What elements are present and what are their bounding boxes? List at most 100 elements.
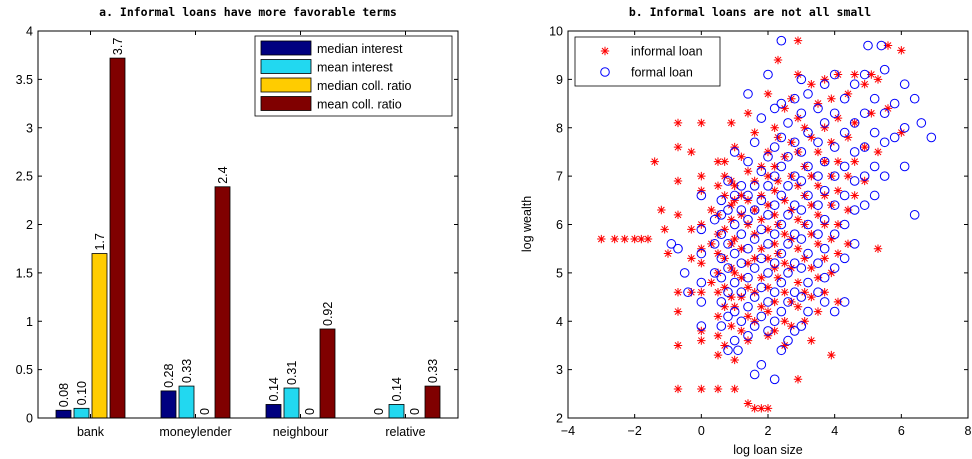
x-tick-label: 6 <box>898 424 905 438</box>
informal-loan-point <box>860 142 869 152</box>
formal-loan-point <box>849 176 860 186</box>
formal-loan-series <box>666 35 937 385</box>
informal-loan-point <box>827 138 836 147</box>
informal-loan-point <box>743 167 753 176</box>
legend-circle-marker <box>600 67 610 77</box>
formal-loan-point <box>749 234 760 244</box>
informal-loan-point <box>737 292 746 302</box>
informal-loan-point <box>897 128 906 137</box>
formal-loan-point <box>839 297 850 307</box>
x-tick-label: relative <box>385 425 425 439</box>
informal-loan-point <box>773 176 783 186</box>
formal-loan-point <box>749 181 760 191</box>
formal-loan-point <box>813 229 823 239</box>
formal-loan-point <box>716 229 727 239</box>
bar-value-label: 1.7 <box>93 233 107 250</box>
informal-loan-point <box>713 268 723 278</box>
formal-loan-point <box>783 210 793 220</box>
informal-loan-point <box>663 249 673 258</box>
legend-swatch <box>260 40 312 56</box>
informal-loan-point <box>730 384 739 394</box>
informal-loan-point <box>737 244 746 253</box>
formal-loan-point <box>829 69 840 80</box>
informal-loan-point <box>793 36 803 45</box>
bar-value-label: 0 <box>372 408 386 415</box>
formal-loan-point <box>756 282 767 293</box>
informal-loan-point <box>757 404 766 413</box>
formal-loan-point <box>783 268 793 278</box>
formal-loan-point <box>763 326 773 336</box>
informal-loan-point <box>743 196 753 205</box>
formal-loan-point <box>756 113 767 123</box>
informal-loan-point <box>720 254 729 263</box>
formal-loan-point <box>849 205 860 215</box>
formal-loan-point <box>673 243 683 254</box>
formal-loan-point <box>813 258 823 269</box>
formal-loan-point <box>716 195 727 206</box>
informal-loan-point <box>620 234 629 244</box>
informal-loan-point <box>793 215 803 224</box>
informal-loan-point <box>727 118 736 128</box>
informal-loan-point <box>780 104 789 113</box>
formal-loan-point <box>829 200 840 210</box>
informal-loan-point <box>757 273 766 282</box>
formal-loan-point <box>803 219 813 230</box>
informal-loan-point <box>713 157 723 166</box>
formal-loan-point <box>849 239 860 249</box>
formal-loan-point <box>909 93 920 104</box>
informal-loan-point <box>750 404 759 413</box>
informal-loan-point <box>743 336 753 345</box>
formal-loan-point <box>749 263 760 273</box>
formal-loan-point <box>803 127 813 138</box>
formal-loan-point <box>819 214 830 225</box>
formal-loan-point <box>696 190 707 201</box>
formal-loan-point <box>729 335 740 346</box>
informal-loan-point <box>833 113 843 123</box>
informal-loan-point <box>757 244 766 253</box>
formal-loan-point <box>776 345 787 356</box>
informal-loan-point <box>807 336 816 345</box>
informal-loan-point <box>730 268 739 278</box>
informal-loan-point <box>873 75 883 84</box>
informal-loan-point <box>730 234 739 244</box>
formal-loan-point <box>716 210 727 220</box>
bar-value-labels: 0.08 0.10 1.7 3.7 0.28 0.33 0 2.4 0.14 0.31 0 0.92 0… <box>57 38 440 415</box>
informal-loan-point <box>687 147 696 157</box>
formal-loan-point <box>743 190 753 201</box>
formal-loan-point <box>716 297 727 307</box>
informal-loan-point <box>833 186 843 195</box>
formal-loan-point <box>776 98 787 109</box>
x-tick-label: −2 <box>628 424 642 438</box>
formal-loan-point <box>763 239 773 249</box>
informal-loan-point <box>713 384 723 394</box>
informal-loan-point <box>800 288 809 297</box>
informal-loan-point <box>757 191 766 200</box>
formal-loan-point <box>743 156 753 167</box>
formal-loan-point <box>769 171 780 181</box>
bar-chart-legend: median interest mean interest median coll.… <box>254 35 453 117</box>
informal-loan-point <box>713 312 723 321</box>
formal-loan-point <box>783 335 793 346</box>
informal-loan-point <box>813 181 823 190</box>
informal-loan-point <box>873 244 883 253</box>
formal-loan-point <box>796 147 807 157</box>
formal-loan-point <box>879 171 890 181</box>
informal-loan-point <box>800 123 809 132</box>
formal-loan-point <box>783 297 793 307</box>
formal-loan-point <box>683 287 693 298</box>
informal-loan-point <box>697 259 706 268</box>
formal-loan-point <box>666 239 677 249</box>
informal-loan-point <box>727 200 736 210</box>
informal-loan-point <box>787 297 796 307</box>
informal-loan-point <box>770 263 779 273</box>
bar-value-label: 0.33 <box>180 359 194 383</box>
informal-loan-point <box>793 147 803 157</box>
informal-loan-point <box>720 302 729 311</box>
informal-loan-point <box>743 259 753 268</box>
formal-loan-point <box>859 200 870 210</box>
informal-loan-point <box>770 239 779 249</box>
x-tick-label: −4 <box>561 424 575 438</box>
formal-loan-point <box>839 219 850 230</box>
formal-loan-point <box>803 161 813 172</box>
legend-swatch <box>260 96 312 111</box>
